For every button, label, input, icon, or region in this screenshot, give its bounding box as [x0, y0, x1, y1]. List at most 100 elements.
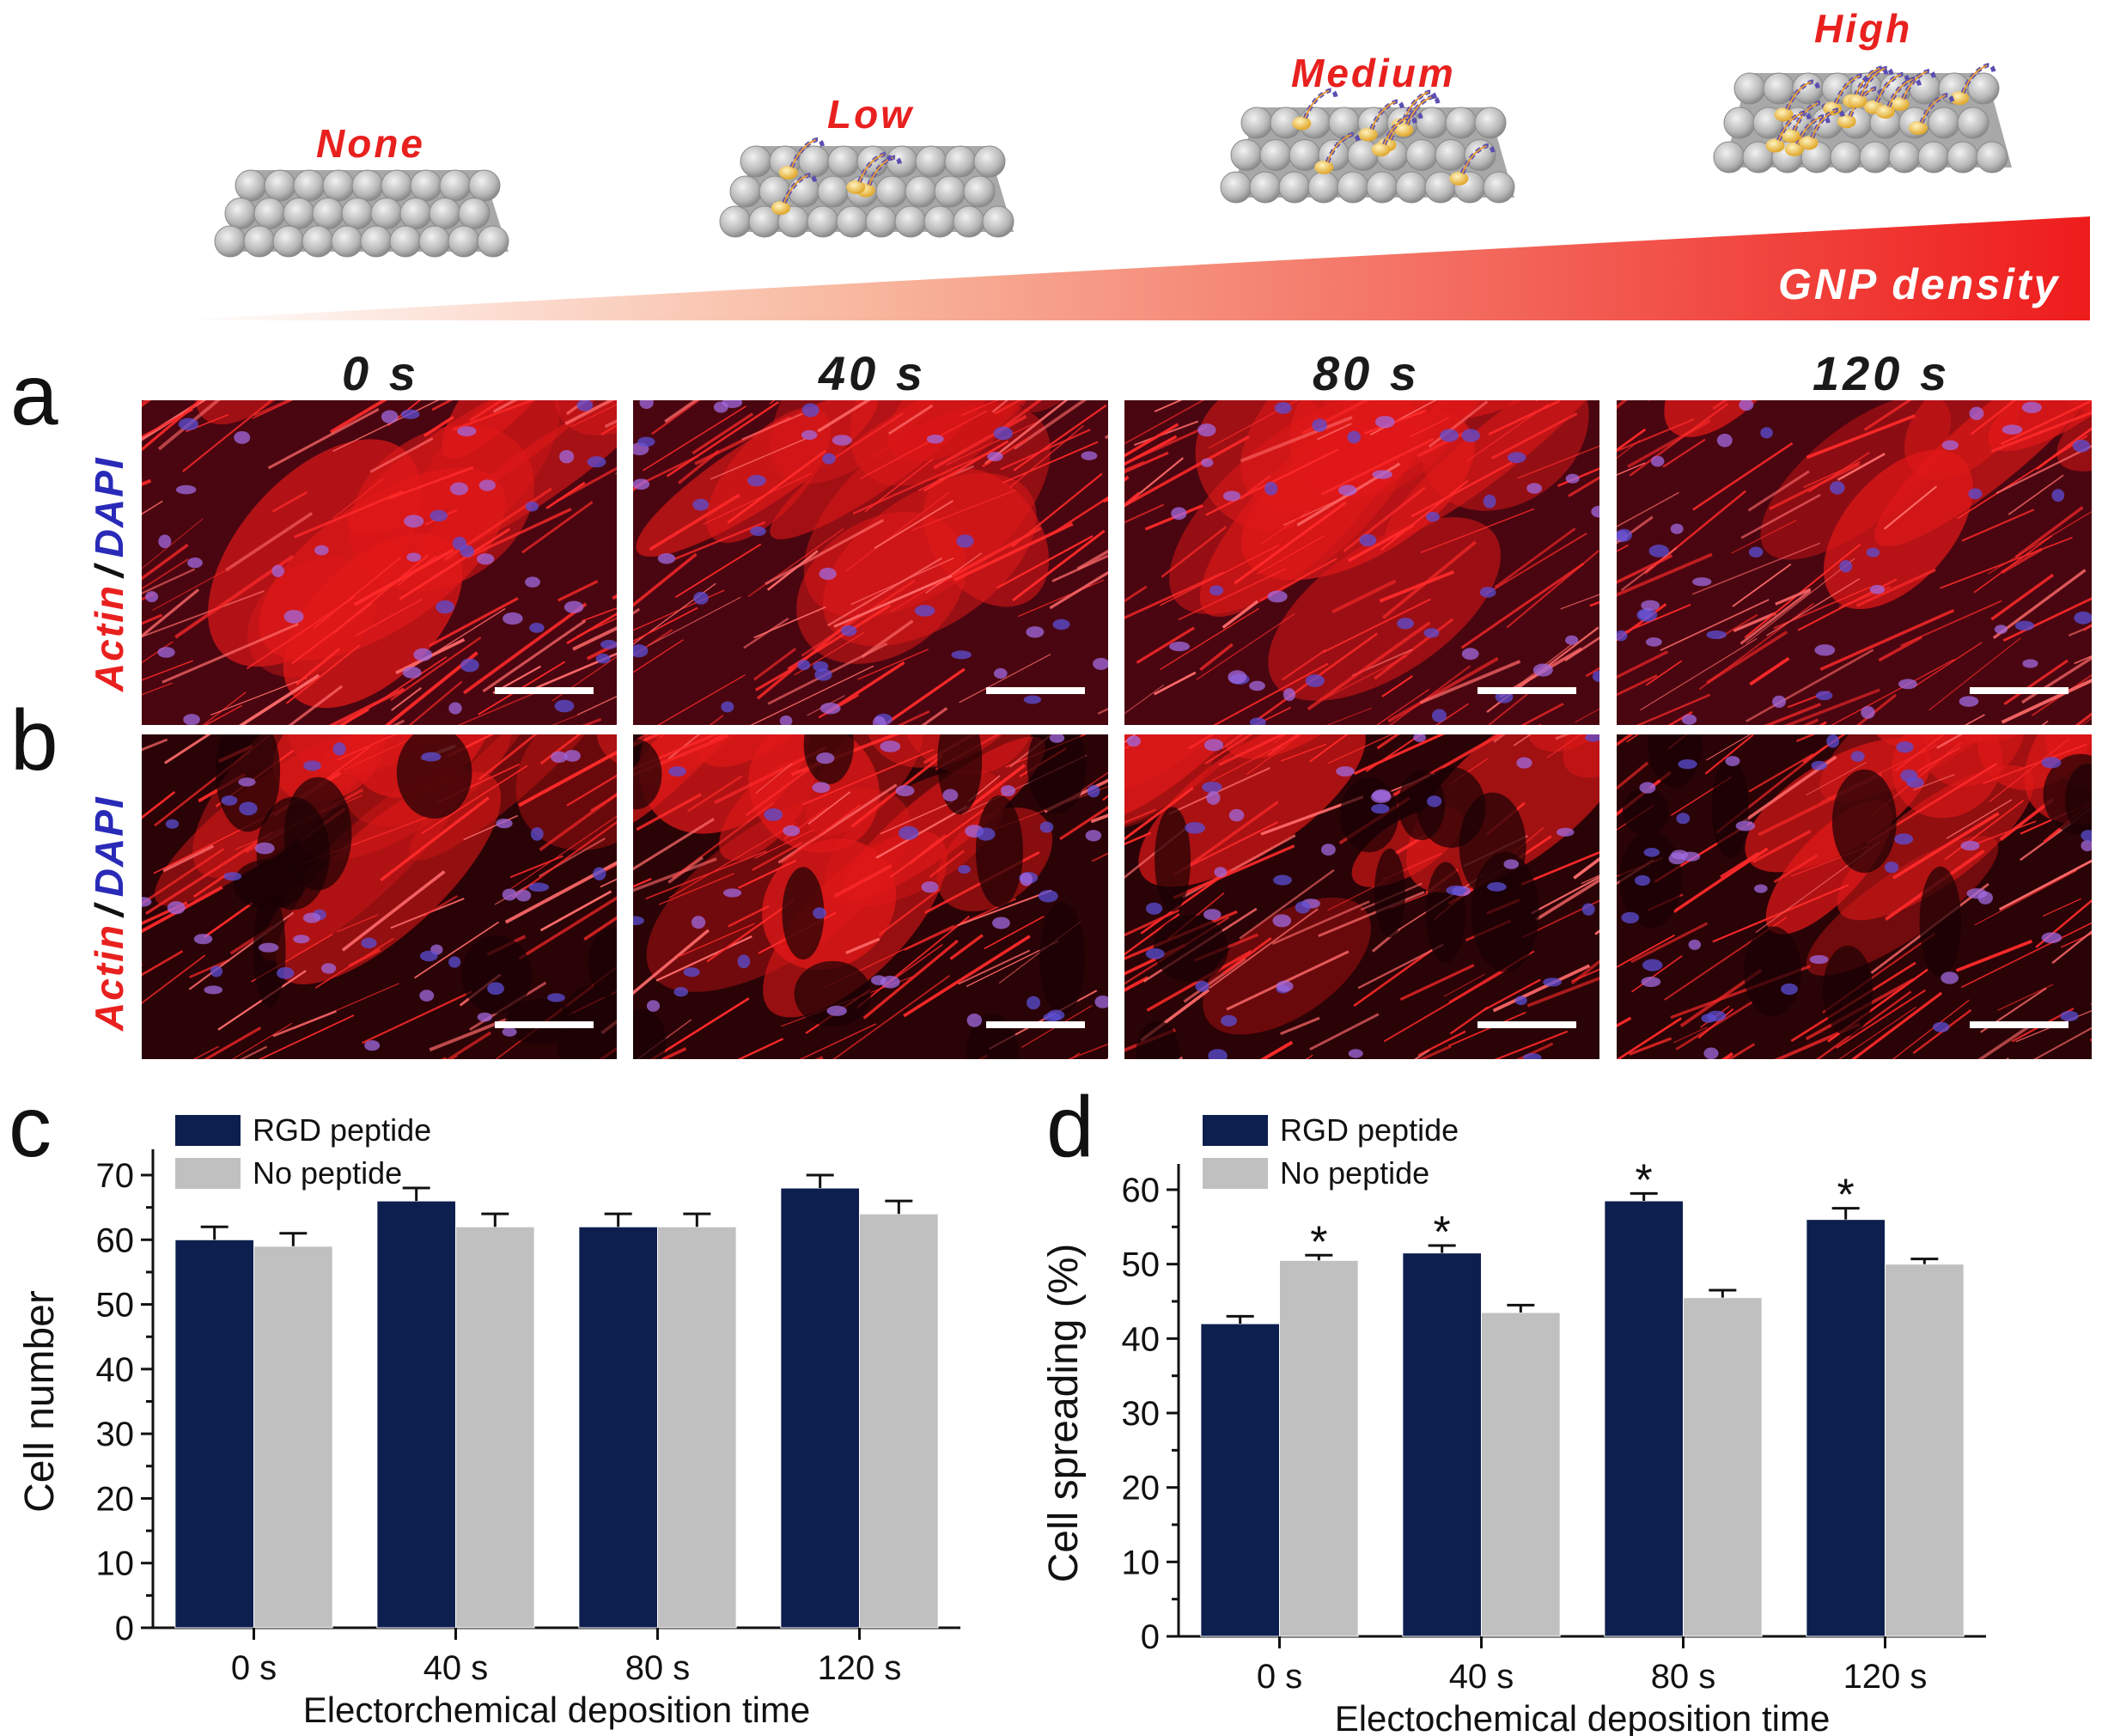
- significance-star: *: [1837, 1171, 1855, 1221]
- micrograph-a-2: [1124, 400, 1599, 725]
- y-tick-label: 40: [1122, 1320, 1161, 1358]
- panel-letter-d: d: [1046, 1079, 1094, 1175]
- y-axis-title: Cell number: [17, 1290, 63, 1513]
- stain-label-row-a: Actin / DAPI: [86, 456, 132, 691]
- bar-no-peptide-1: [455, 1226, 535, 1629]
- panel-letter-a: a: [10, 347, 58, 443]
- chart-cell-number: 0 10 20 30 40 50 60 70 0 s 40 s 80 s 120 sElectorch…: [17, 1112, 960, 1730]
- stain-dapi: DAPI: [87, 456, 131, 558]
- y-tick-label: 20: [1122, 1470, 1161, 1508]
- y-axis-title: Cell spreading (%): [1041, 1244, 1087, 1583]
- bar-no-peptide-1: [1481, 1312, 1561, 1637]
- micrograph-b-2: [1124, 734, 1599, 1059]
- significance-star: *: [1310, 1217, 1327, 1267]
- micrograph-b-3: [1617, 734, 2092, 1059]
- x-tick-label: 120 s: [1843, 1658, 1928, 1696]
- micrograph-b-0: [142, 734, 617, 1059]
- legend-swatch: [175, 1115, 241, 1146]
- stain-separator: /: [87, 564, 131, 577]
- scale-bar: [1970, 687, 2068, 694]
- legend-swatch: [1203, 1115, 1268, 1146]
- panel-letter-b: b: [10, 692, 58, 789]
- x-tick-label: 0 s: [231, 1649, 277, 1687]
- legend-swatch: [175, 1158, 241, 1189]
- panel-letter-c: c: [9, 1079, 52, 1175]
- substrate-low: [719, 137, 1014, 238]
- micrograph-a-3: [1617, 400, 2092, 725]
- y-tick-label: 50: [96, 1287, 135, 1325]
- y-tick-label: 20: [96, 1480, 135, 1518]
- y-tick-label: 50: [1122, 1246, 1161, 1284]
- density-label-high: High: [1814, 6, 1913, 51]
- bar-rgd-0: [174, 1239, 255, 1629]
- micrograph-b-1: [633, 734, 1108, 1059]
- bar-no-peptide-2: [657, 1226, 737, 1629]
- y-tick-label: 0: [1141, 1618, 1160, 1656]
- bar-rgd-3: [780, 1187, 860, 1629]
- stain-separator: /: [87, 904, 131, 917]
- time-label-120s: 120 s: [1813, 346, 1951, 400]
- stain-actin: Actin: [87, 584, 131, 691]
- gnp-density-label: GNP density: [1778, 260, 2061, 308]
- bar-no-peptide-3: [1885, 1264, 1965, 1637]
- x-tick-label: 80 s: [1651, 1658, 1716, 1696]
- scale-bar: [1477, 1021, 1576, 1028]
- y-tick-label: 10: [96, 1545, 135, 1583]
- stain-label-row-b: Actin / DAPI: [86, 795, 132, 1031]
- y-tick-label: 0: [115, 1610, 134, 1648]
- substrate-high: [1713, 63, 2012, 174]
- chart-cell-spreading: 0 10 20 30 40 50 60 * 0 s * 40 s * 80 s * 120 s Electoc…: [1041, 1112, 1986, 1736]
- y-tick-label: 30: [1122, 1395, 1161, 1433]
- bar-rgd-3: [1806, 1219, 1886, 1637]
- scale-bar: [495, 687, 594, 694]
- legend-label: RGD peptide: [253, 1112, 431, 1148]
- stain-dapi: DAPI: [87, 795, 131, 898]
- x-tick-label: 120 s: [818, 1649, 902, 1687]
- legend-swatch: [1203, 1158, 1268, 1189]
- significance-star: *: [1434, 1208, 1451, 1258]
- bar-no-peptide-0: [1279, 1259, 1359, 1637]
- legend-label: No peptide: [253, 1155, 402, 1191]
- legend-label: RGD peptide: [1280, 1112, 1459, 1148]
- x-tick-label: 80 s: [625, 1649, 691, 1687]
- micrograph-a-1: [633, 400, 1108, 725]
- x-axis-title: Electorchemical deposition time: [303, 1690, 811, 1730]
- bar-rgd-1: [376, 1200, 457, 1629]
- substrate-medium: [1220, 88, 1515, 204]
- y-tick-label: 60: [96, 1221, 135, 1259]
- time-label-0s: 0 s: [342, 346, 419, 400]
- significance-star: *: [1636, 1155, 1653, 1205]
- gnp-density-wedge: [172, 216, 2090, 320]
- y-tick-label: 30: [96, 1416, 135, 1453]
- substrate-illustrations: [172, 63, 2090, 320]
- bar-no-peptide-2: [1683, 1297, 1763, 1637]
- scale-bar: [986, 1021, 1085, 1028]
- time-label-40s: 40 s: [819, 346, 926, 400]
- bar-no-peptide-0: [253, 1246, 333, 1629]
- density-label-low: Low: [827, 92, 914, 137]
- density-label-none: None: [316, 121, 425, 166]
- density-label-medium: Medium: [1291, 51, 1456, 95]
- x-axis-title: Electochemical deposition time: [1335, 1698, 1831, 1736]
- scale-bar: [986, 687, 1085, 694]
- bar-rgd-1: [1402, 1252, 1483, 1637]
- scale-bar: [1477, 687, 1576, 694]
- scale-bar: [495, 1021, 594, 1028]
- bar-rgd-2: [578, 1226, 658, 1629]
- y-tick-label: 70: [96, 1157, 135, 1195]
- x-tick-label: 40 s: [1449, 1658, 1514, 1696]
- y-tick-label: 60: [1122, 1172, 1161, 1209]
- y-tick-label: 40: [96, 1351, 135, 1389]
- stain-actin: Actin: [87, 923, 131, 1031]
- bar-rgd-0: [1200, 1323, 1281, 1637]
- x-tick-label: 40 s: [423, 1649, 489, 1687]
- legend-label: No peptide: [1280, 1155, 1429, 1191]
- substrate-none: [214, 169, 509, 258]
- y-tick-label: 10: [1122, 1544, 1161, 1581]
- scale-bar: [1970, 1021, 2068, 1028]
- time-label-80s: 80 s: [1313, 346, 1420, 400]
- bar-no-peptide-3: [859, 1213, 939, 1629]
- micrograph-a-0: [142, 400, 617, 725]
- x-tick-label: 0 s: [1257, 1658, 1302, 1696]
- bar-rgd-2: [1604, 1200, 1684, 1637]
